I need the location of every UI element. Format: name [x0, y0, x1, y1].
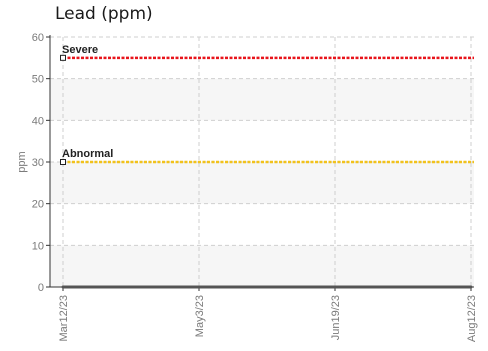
y-tick-label: 0 [38, 282, 44, 294]
chart-title: Lead (ppm) [55, 4, 153, 24]
grid-lines [50, 36, 474, 287]
x-tick-label: Aug12/23 [466, 295, 478, 342]
y-tick-label: 50 [32, 74, 44, 86]
axis-labels: 0 10 20 30 40 50 60 Mar12/23 May3/23 Jun19/23 Aug1… [16, 32, 478, 342]
x-tick-label: Jun19/23 [330, 295, 342, 340]
data-series [61, 285, 473, 289]
y-tick-label: 10 [32, 240, 44, 252]
x-tick-label: May3/23 [194, 295, 206, 337]
series-point [61, 285, 65, 289]
series-point [333, 285, 337, 289]
plot-band [50, 162, 474, 204]
y-tick-label: 30 [32, 157, 44, 169]
plot-bands [50, 37, 474, 287]
series-point [197, 285, 201, 289]
threshold-label: Severe [62, 44, 98, 56]
threshold-label: Abnormal [62, 148, 113, 160]
plot-band [50, 203, 474, 246]
y-tick-label: 60 [32, 32, 44, 44]
series-point [469, 285, 473, 289]
x-tick-label: Mar12/23 [58, 295, 70, 341]
threshold-marker [60, 159, 66, 165]
y-tick-label: 40 [32, 115, 44, 127]
plot-band [50, 78, 474, 121]
plot-band [50, 120, 474, 162]
threshold-marker [60, 54, 66, 61]
y-tick-label: 20 [32, 199, 44, 211]
plot-band [50, 245, 474, 287]
y-axis-title: ppm [16, 151, 28, 172]
threshold-lines: Severe Abnormal [60, 44, 474, 165]
